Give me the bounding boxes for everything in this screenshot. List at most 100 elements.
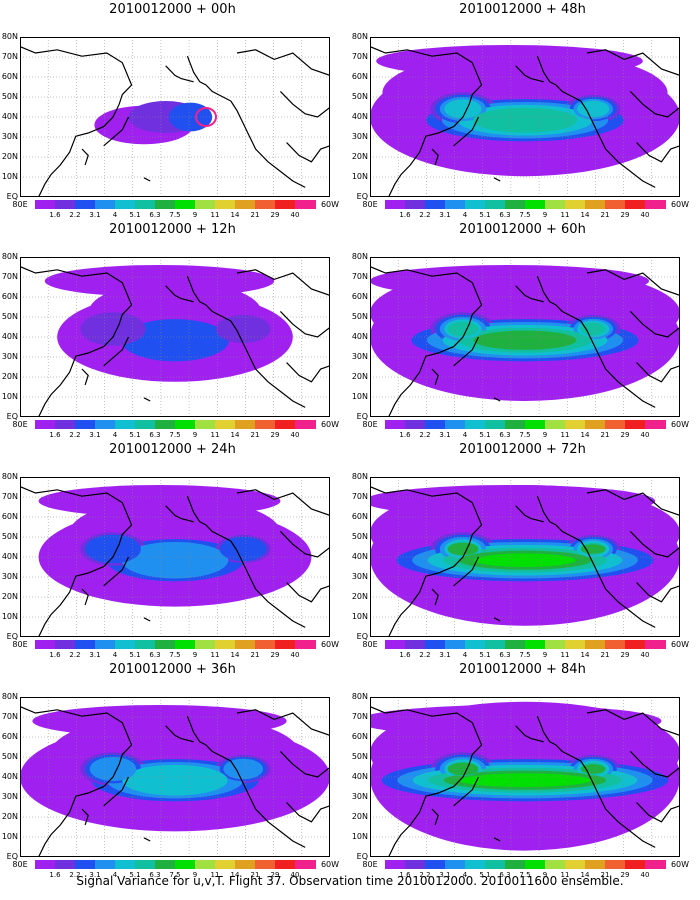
longitude-label: 80E — [12, 420, 28, 429]
colorbar-swatch — [445, 420, 466, 429]
map-plot: 80N70N60N50N40N30N20N10NEQ80E100E120E140… — [352, 32, 689, 209]
latitude-label: 50N — [351, 752, 368, 761]
colorbar-label: 9 — [192, 651, 198, 659]
colorbar-label: 7.5 — [519, 871, 531, 879]
latitude-label: 20N — [351, 592, 368, 601]
coastline — [431, 368, 439, 386]
coastline — [536, 495, 582, 542]
coastline — [143, 397, 151, 402]
colorbar-label: 1.6 — [399, 871, 411, 879]
variance-contour — [219, 536, 267, 562]
colorbar-swatch — [195, 860, 216, 869]
panel-p36: 2010012000 + 36h 80N 70N 60N 50N 40N 30N 20N 10N… — [0, 660, 345, 885]
colorbar-label: 7.5 — [169, 651, 181, 659]
latitude-label: 10N — [351, 172, 368, 181]
variance-contour — [459, 773, 591, 787]
colorbar-swatch — [135, 640, 156, 649]
coastline — [236, 709, 330, 736]
variance-contour — [580, 764, 606, 774]
panel-title: 2010012000 + 12h — [109, 222, 236, 237]
colorbar-label: 3.1 — [439, 651, 451, 659]
coastline — [81, 368, 89, 386]
coastline — [586, 269, 680, 296]
colorbar-label: 11 — [210, 651, 220, 659]
latitude-label: 10N — [351, 832, 368, 841]
latitude-label: 70N — [351, 52, 368, 61]
coastline — [586, 489, 680, 516]
colorbar-label: 21 — [250, 431, 260, 439]
variance-contour — [44, 265, 275, 297]
colorbar-swatch — [585, 420, 606, 429]
longitude-label: 80E — [362, 640, 378, 649]
latitude-label: 70N — [351, 712, 368, 721]
coastline — [279, 90, 330, 118]
colorbar-label: 29 — [270, 651, 280, 659]
latitude-label: 40N — [1, 112, 18, 121]
coastline — [636, 362, 680, 383]
coastline — [236, 269, 330, 296]
colorbar-swatch — [175, 860, 196, 869]
latitude-label: 20N — [1, 592, 18, 601]
coastline — [236, 49, 330, 76]
colorbar-label: 14 — [580, 431, 590, 439]
coastline — [629, 310, 680, 338]
coastline — [103, 556, 130, 587]
latitude-label: 30N — [1, 792, 18, 801]
colorbar-label: 4 — [112, 651, 118, 659]
coastline — [165, 505, 194, 523]
colorbar: 1.6 2.2 3.1 4 5.1 6.3 7.5 9 11 14 21 29 40 — [385, 200, 666, 220]
colorbar-swatch — [425, 860, 446, 869]
latitude-label: 80N — [351, 252, 368, 261]
colorbar-label: 5.1 — [129, 431, 141, 439]
colorbar-swatch — [465, 640, 486, 649]
colorbar-swatch — [385, 200, 406, 209]
colorbar: 1.6 2.2 3.1 4 5.1 6.3 7.5 9 11 14 21 29 40 — [385, 860, 666, 880]
colorbar-label: 40 — [290, 871, 300, 879]
latitude-label: 80N — [351, 692, 368, 701]
coastline — [20, 486, 133, 637]
map-frame — [370, 37, 680, 197]
variance-contour — [195, 107, 217, 127]
latitude-label: 30N — [1, 572, 18, 581]
colorbar-swatch — [505, 860, 526, 869]
colorbar-label: 1.6 — [49, 431, 61, 439]
panel-p84: 2010012000 + 84h 80N 70N 60N 50N 40N 30N 20N 10N… — [350, 660, 695, 885]
colorbar-swatch — [465, 200, 486, 209]
latitude-label: 20N — [1, 812, 18, 821]
colorbar-label: 7.5 — [169, 211, 181, 219]
coastline — [536, 275, 582, 322]
colorbar-swatch — [385, 640, 406, 649]
colorbar-label: 4 — [112, 431, 118, 439]
colorbar-swatch — [525, 640, 546, 649]
coastline — [165, 65, 194, 83]
latitude-label: 40N — [1, 332, 18, 341]
colorbar-swatch — [425, 200, 446, 209]
colorbar-swatch — [525, 860, 546, 869]
coastline — [580, 540, 656, 628]
colorbar-swatch — [55, 200, 76, 209]
colorbar-label: 7.5 — [519, 431, 531, 439]
longitude-label: 80E — [12, 860, 28, 869]
colorbar: 1.6 2.2 3.1 4 5.1 6.3 7.5 9 11 14 21 29 40 — [35, 860, 316, 880]
coastline — [279, 530, 330, 558]
colorbar-label: 6.3 — [149, 871, 161, 879]
colorbar-swatch — [255, 420, 276, 429]
colorbar-swatch — [235, 200, 256, 209]
figure-caption: Signal Variance for u,v,T. Flight 37. Ob… — [76, 874, 624, 888]
variance-contour — [444, 99, 482, 119]
colorbar-label: 2.2 — [69, 431, 81, 439]
colorbar-label: 1.6 — [399, 431, 411, 439]
colorbar-label: 5.1 — [129, 871, 141, 879]
colorbar-label: 5.1 — [129, 651, 141, 659]
colorbar-swatch — [195, 200, 216, 209]
longitude-label: 80E — [362, 420, 378, 429]
latitude-label: 40N — [351, 332, 368, 341]
latitude-label: 60N — [351, 292, 368, 301]
latitude-label: 40N — [1, 772, 18, 781]
coastline — [81, 148, 89, 166]
colorbar-swatch — [645, 200, 666, 209]
coastline — [431, 808, 439, 826]
map-plot: 80N70N60N50N40N30N20N10NEQ80E100E120E140… — [352, 692, 689, 869]
colorbar-swatch — [645, 420, 666, 429]
coastline — [143, 177, 151, 182]
